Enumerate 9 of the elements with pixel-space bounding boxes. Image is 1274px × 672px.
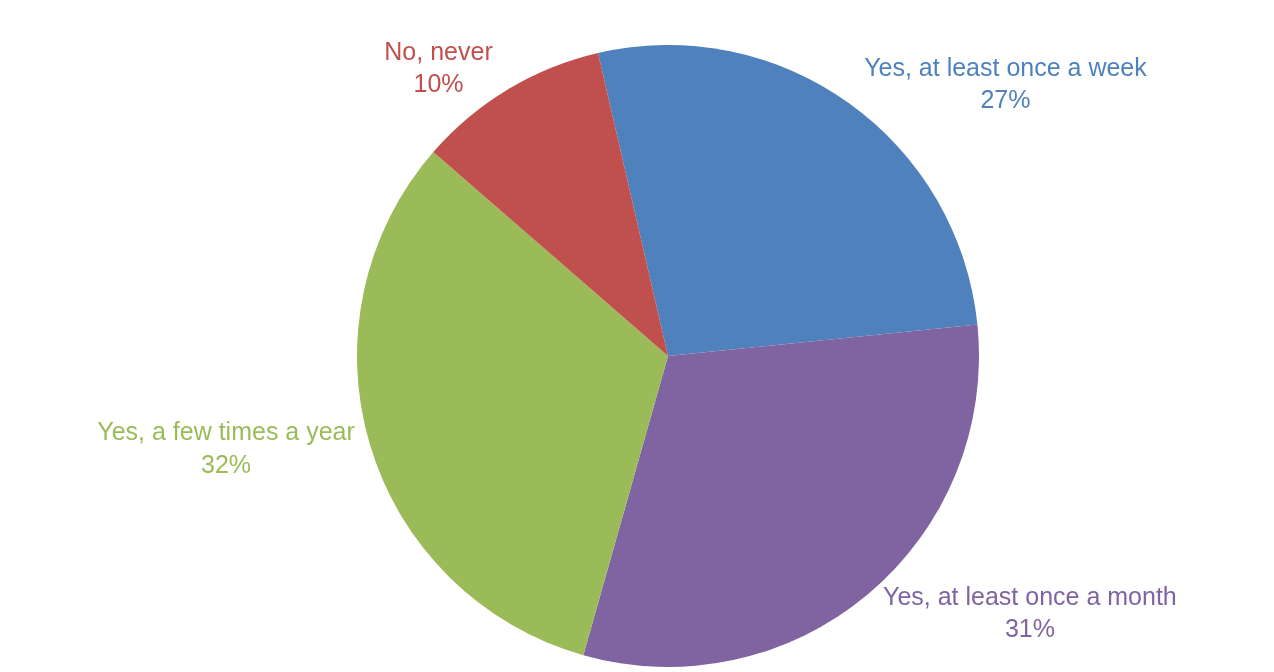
slice-label: No, never [384, 36, 493, 65]
data-label: 31% [1004, 614, 1055, 643]
pie-slice [357, 151, 668, 656]
data-label: 10% [413, 69, 464, 98]
slice-label: Yes, a few times a year [97, 417, 355, 446]
slice-label: Yes, at least once a month [883, 581, 1177, 610]
data-label: 27% [980, 85, 1031, 114]
data-label: 32% [201, 449, 252, 478]
slice-label: Yes, at least once a week [864, 52, 1148, 81]
